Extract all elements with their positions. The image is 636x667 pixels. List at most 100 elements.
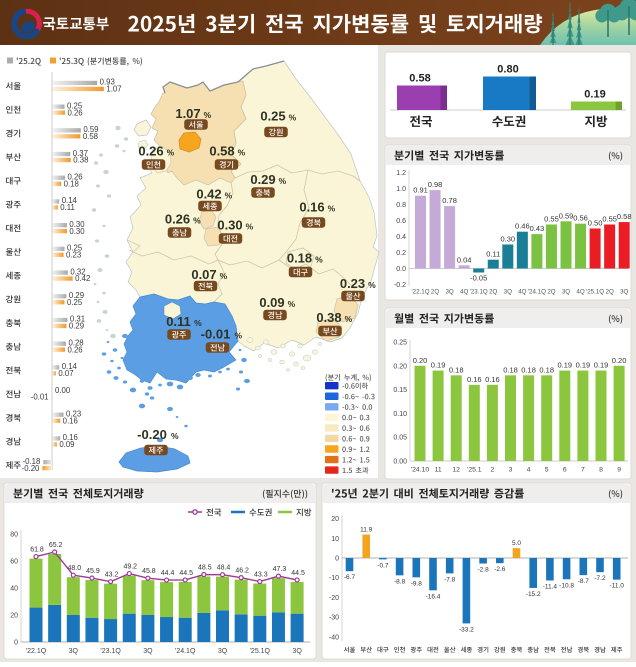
svg-text:8: 8 <box>599 467 603 474</box>
svg-text:0.09: 0.09 <box>59 440 74 449</box>
svg-text:%: % <box>345 314 353 324</box>
svg-text:0.2: 0.2 <box>396 250 406 257</box>
svg-text:2: 2 <box>491 467 495 474</box>
svg-text:-0.20: -0.20 <box>22 464 40 473</box>
svg-text:-16.4: -16.4 <box>426 593 441 600</box>
svg-text:-10.8: -10.8 <box>559 582 574 589</box>
svg-text:'23.1Q: '23.1Q <box>470 289 488 296</box>
svg-text:%: % <box>234 331 242 341</box>
svg-text:0.23: 0.23 <box>340 276 365 291</box>
svg-text:-0.7: -0.7 <box>377 562 389 569</box>
svg-text:0.10: 0.10 <box>393 411 407 418</box>
svg-text:0.05: 0.05 <box>393 435 407 442</box>
svg-text:-6.7: -6.7 <box>344 574 356 581</box>
svg-text:0.19: 0.19 <box>557 361 572 370</box>
svg-text:0.20: 0.20 <box>413 356 428 365</box>
svg-text:0.80: 0.80 <box>497 64 518 76</box>
svg-text:%: % <box>167 148 175 158</box>
svg-text:47.3: 47.3 <box>273 566 287 573</box>
svg-text:44.5: 44.5 <box>179 570 193 577</box>
svg-text:0.58: 0.58 <box>409 73 430 85</box>
svg-text:3Q: 3Q <box>143 648 153 655</box>
svg-text:-8.7: -8.7 <box>578 578 590 585</box>
svg-text:5.0: 5.0 <box>512 540 521 547</box>
svg-text:1.2: 1.2 <box>396 170 406 177</box>
svg-text:-7.2: -7.2 <box>594 575 606 582</box>
svg-text:'24.10: '24.10 <box>411 467 430 474</box>
svg-text:'25.1: '25.1 <box>467 467 482 474</box>
svg-text:46.2: 46.2 <box>235 568 249 575</box>
svg-text:3Q: 3Q <box>292 648 302 655</box>
svg-text:0.55: 0.55 <box>544 215 559 224</box>
svg-text:6: 6 <box>563 467 567 474</box>
svg-text:0.18: 0.18 <box>521 365 536 374</box>
svg-text:%: % <box>328 204 336 214</box>
svg-text:0.58: 0.58 <box>617 212 632 221</box>
svg-text:3Q: 3Q <box>504 289 512 296</box>
svg-text:0.26: 0.26 <box>67 108 82 117</box>
svg-text:3Q: 3Q <box>218 648 228 655</box>
svg-text:0.07: 0.07 <box>191 267 216 282</box>
svg-text:0: 0 <box>14 640 18 647</box>
svg-text:-30: -30 <box>329 615 339 622</box>
svg-text:2Q: 2Q <box>431 289 439 296</box>
svg-text:0.26: 0.26 <box>165 212 190 227</box>
svg-text:0.00: 0.00 <box>55 386 71 395</box>
svg-text:48.5: 48.5 <box>198 565 212 572</box>
svg-text:0.43: 0.43 <box>530 224 545 233</box>
svg-text:43.3: 43.3 <box>254 572 268 579</box>
svg-text:0.29: 0.29 <box>69 322 84 331</box>
svg-text:0.16: 0.16 <box>299 200 324 215</box>
svg-text:45.9: 45.9 <box>86 568 100 575</box>
svg-text:'24.1Q: '24.1Q <box>175 648 196 655</box>
svg-text:0.6: 0.6 <box>396 218 406 225</box>
svg-text:0.16: 0.16 <box>485 375 500 384</box>
svg-text:0.29: 0.29 <box>250 172 275 187</box>
svg-text:7: 7 <box>581 467 585 474</box>
svg-text:0.42: 0.42 <box>196 187 221 202</box>
svg-text:0.46: 0.46 <box>515 222 530 231</box>
svg-text:0.19: 0.19 <box>594 361 609 370</box>
svg-text:0.00: 0.00 <box>393 459 407 466</box>
svg-text:%: % <box>315 255 323 265</box>
svg-text:9: 9 <box>617 467 621 474</box>
svg-text:0.25: 0.25 <box>393 340 407 347</box>
svg-text:0: 0 <box>335 556 339 563</box>
svg-text:3Q: 3Q <box>69 648 79 655</box>
svg-text:0.04: 0.04 <box>457 255 472 264</box>
svg-text:20: 20 <box>10 613 18 620</box>
svg-text:0.38: 0.38 <box>73 156 88 165</box>
svg-text:-11.0: -11.0 <box>610 583 625 590</box>
svg-text:4Q: 4Q <box>518 289 526 296</box>
svg-text:40: 40 <box>10 586 18 593</box>
svg-text:0.07: 0.07 <box>58 369 73 378</box>
svg-text:5: 5 <box>545 467 549 474</box>
svg-text:3Q: 3Q <box>620 289 628 296</box>
svg-text:%: % <box>368 280 376 290</box>
svg-text:'22.1Q: '22.1Q <box>411 289 429 296</box>
svg-text:45.8: 45.8 <box>142 568 156 575</box>
svg-text:%: % <box>289 113 297 123</box>
svg-text:0.26: 0.26 <box>67 345 82 354</box>
svg-text:0.30: 0.30 <box>69 227 85 236</box>
svg-text:%: % <box>204 110 212 120</box>
svg-text:-7.8: -7.8 <box>444 576 456 583</box>
svg-text:0.20: 0.20 <box>612 356 627 365</box>
svg-text:'24.1Q: '24.1Q <box>528 289 546 296</box>
svg-text:44.5: 44.5 <box>291 570 305 577</box>
svg-text:0.11: 0.11 <box>166 314 191 329</box>
svg-text:%: % <box>220 271 228 281</box>
svg-text:-0.05: -0.05 <box>470 274 487 283</box>
svg-text:3: 3 <box>509 467 513 474</box>
svg-text:0.16: 0.16 <box>63 416 78 425</box>
svg-text:1.07: 1.07 <box>175 106 200 121</box>
svg-text:11: 11 <box>435 467 442 474</box>
svg-text:2Q: 2Q <box>547 289 555 296</box>
svg-text:0.16: 0.16 <box>467 375 482 384</box>
svg-text:%: % <box>288 299 296 309</box>
svg-text:0.8: 0.8 <box>396 202 406 209</box>
svg-text:20: 20 <box>331 516 339 523</box>
svg-text:-0.01: -0.01 <box>201 327 231 342</box>
svg-text:'25.1Q: '25.1Q <box>250 648 271 655</box>
svg-text:0.18: 0.18 <box>539 365 554 374</box>
